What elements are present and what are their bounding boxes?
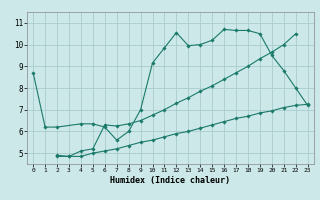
X-axis label: Humidex (Indice chaleur): Humidex (Indice chaleur) [110,176,230,185]
